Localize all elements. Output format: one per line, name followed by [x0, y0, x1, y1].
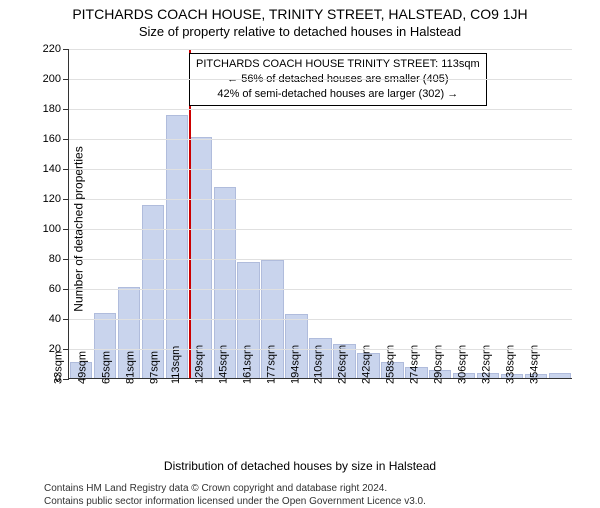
- y-tick-label: 220: [43, 43, 69, 55]
- x-tick-label: 354sqm: [528, 345, 540, 384]
- x-tick-label: 258sqm: [385, 345, 397, 384]
- gridline: [69, 229, 572, 230]
- x-tick-label: 145sqm: [217, 345, 229, 384]
- bar-slot: 33sqm: [69, 49, 93, 378]
- x-tick-label: 338sqm: [505, 345, 517, 384]
- page-subtitle: Size of property relative to detached ho…: [0, 24, 600, 39]
- x-tick-label: 210sqm: [313, 345, 325, 384]
- gridline: [69, 139, 572, 140]
- credits: Contains HM Land Registry data © Crown c…: [44, 483, 600, 508]
- x-tick-label: 97sqm: [148, 351, 160, 384]
- y-tick-label: 140: [43, 163, 69, 175]
- gridline: [69, 319, 572, 320]
- y-tick-label: 120: [43, 193, 69, 205]
- credit-line: Contains HM Land Registry data © Crown c…: [44, 483, 600, 496]
- gridline: [69, 289, 572, 290]
- gridline: [69, 349, 572, 350]
- x-tick-label: 306sqm: [457, 345, 469, 384]
- gridline: [69, 259, 572, 260]
- plot-area: 33sqm49sqm65sqm81sqm97sqm113sqm129sqm145…: [68, 49, 572, 379]
- x-tick-label: 49sqm: [76, 351, 88, 384]
- bar-slot: 65sqm: [117, 49, 141, 378]
- y-tick-label: 20: [49, 343, 69, 355]
- bar: [549, 373, 571, 379]
- annotation-line: 42% of semi-detached houses are larger (…: [196, 87, 480, 102]
- x-tick-label: 81sqm: [124, 351, 136, 384]
- bar-slot: 97sqm: [165, 49, 189, 378]
- x-tick-label: 226sqm: [337, 345, 349, 384]
- annotation-line: PITCHARDS COACH HOUSE TRINITY STREET: 11…: [196, 57, 480, 72]
- bar: [190, 137, 212, 378]
- bar-slot: 354sqm: [548, 49, 572, 378]
- y-tick-label: 100: [43, 223, 69, 235]
- y-tick-label: 160: [43, 133, 69, 145]
- x-tick-label: 161sqm: [241, 345, 253, 384]
- y-tick-label: 80: [49, 253, 69, 265]
- x-tick-label: 274sqm: [409, 345, 421, 384]
- y-tick-label: 60: [49, 283, 69, 295]
- x-tick-label: 177sqm: [265, 345, 277, 384]
- gridline: [69, 49, 572, 50]
- x-tick-label: 290sqm: [433, 345, 445, 384]
- gridline: [69, 199, 572, 200]
- gridline: [69, 169, 572, 170]
- y-tick-label: 180: [43, 103, 69, 115]
- x-tick-label: 129sqm: [193, 345, 205, 384]
- page-title: PITCHARDS COACH HOUSE, TRINITY STREET, H…: [0, 6, 600, 22]
- x-tick-label: 194sqm: [289, 345, 301, 384]
- y-tick-label: 40: [49, 313, 69, 325]
- bar-slot: 322sqm: [500, 49, 524, 378]
- bar-slot: 81sqm: [141, 49, 165, 378]
- y-tick-label: 200: [43, 73, 69, 85]
- x-tick-label: 113sqm: [170, 346, 182, 384]
- x-tick-label: 65sqm: [100, 351, 112, 384]
- bar: [166, 115, 188, 379]
- x-tick-label: 322sqm: [481, 345, 493, 384]
- gridline: [69, 79, 572, 80]
- chart-container: Number of detached properties 33sqm49sqm…: [44, 49, 584, 409]
- credit-line: Contains public sector information licen…: [44, 496, 600, 508]
- y-tick-label: 0: [55, 373, 69, 385]
- bar-slot: 49sqm: [93, 49, 117, 378]
- gridline: [69, 109, 572, 110]
- bar-slot: 338sqm: [524, 49, 548, 378]
- x-axis-label: Distribution of detached houses by size …: [0, 459, 600, 473]
- x-tick-label: 242sqm: [361, 345, 373, 384]
